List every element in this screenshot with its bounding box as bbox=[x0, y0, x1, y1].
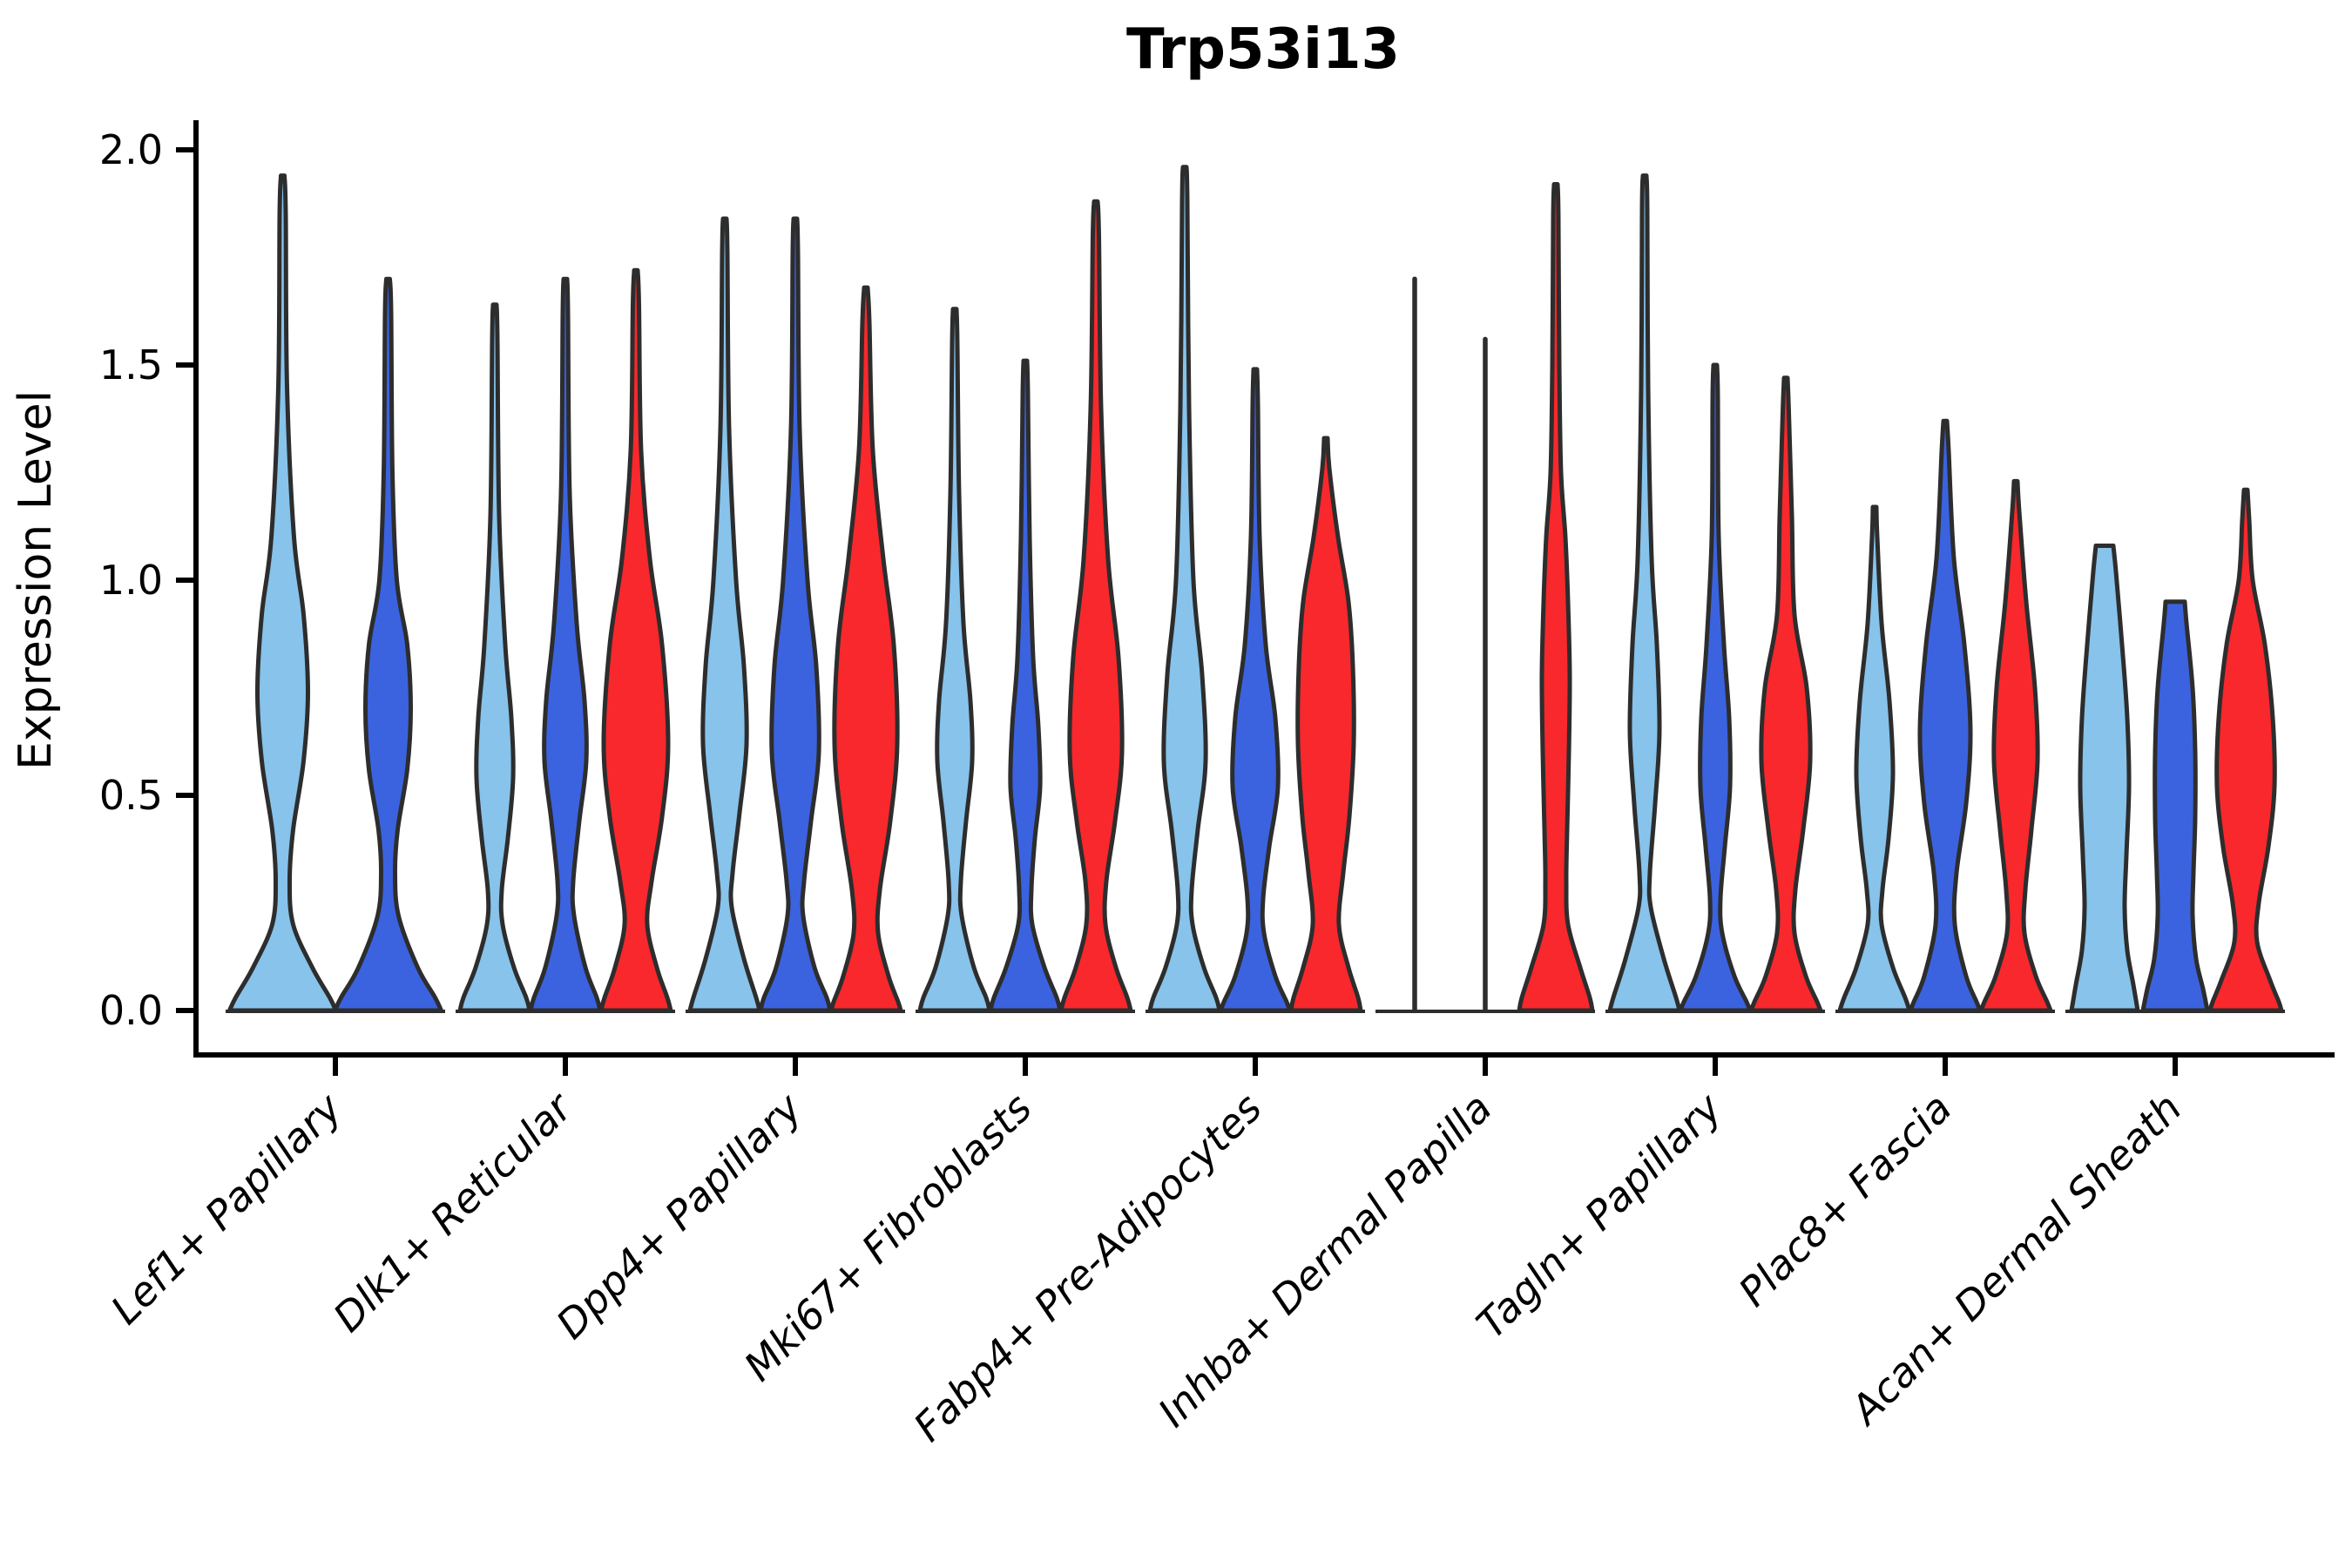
violin-dpp4-papillary-red bbox=[828, 285, 903, 1013]
y-axis-label: Expression Level bbox=[10, 390, 62, 770]
violin-dlk1-reticular-light-blue bbox=[457, 302, 532, 1013]
violin-tagln-papillary-dark-blue bbox=[1678, 362, 1753, 1013]
violin-plac8-fascia-dark-blue bbox=[1908, 418, 1983, 1013]
violin-fabp4-pre-adipocytes-dark-blue bbox=[1218, 367, 1293, 1013]
violin-acan-dermal-sheath-dark-blue bbox=[2140, 599, 2210, 1013]
violin-acan-dermal-sheath-light-blue bbox=[2069, 544, 2140, 1013]
violin-fabp4-pre-adipocytes-light-blue bbox=[1147, 165, 1222, 1013]
violin-lef1-papillary-light-blue bbox=[227, 173, 338, 1013]
violin-dpp4-papillary-dark-blue bbox=[758, 216, 833, 1013]
violin-mki67-fibroblasts-dark-blue bbox=[988, 358, 1063, 1013]
y-tick-label-0.0: 0.0 bbox=[99, 987, 163, 1034]
violin-plac8-fascia-red bbox=[1978, 478, 2053, 1013]
violin-dlk1-reticular-dark-blue bbox=[528, 276, 603, 1013]
x-tick-label-7: Plac8+ Fascia bbox=[1729, 1085, 1960, 1315]
violin-tagln-papillary-light-blue bbox=[1607, 173, 1682, 1013]
x-tick-label-0: Lef1+ Papillary bbox=[102, 1084, 351, 1333]
x-tick-label-2: Dpp4+ Papillary bbox=[547, 1084, 811, 1348]
violin-lef1-papillary-dark-blue bbox=[333, 276, 443, 1013]
violin-mki67-fibroblasts-light-blue bbox=[917, 307, 992, 1013]
y-tick-label-0.5: 0.5 bbox=[99, 772, 163, 819]
violin-dpp4-papillary-light-blue bbox=[687, 216, 762, 1013]
violin-tagln-papillary-red bbox=[1748, 375, 1823, 1013]
y-tick-label-1.5: 1.5 bbox=[99, 341, 163, 389]
violins bbox=[227, 165, 2284, 1013]
x-tick-label-6: Tagln+ Papillary bbox=[1467, 1084, 1731, 1348]
violin-plac8-fascia-light-blue bbox=[1837, 504, 1912, 1013]
violin-mki67-fibroblasts-red bbox=[1058, 199, 1133, 1013]
violin-dlk1-reticular-red bbox=[598, 267, 673, 1013]
x-tick-label-1: Dlk1+ Reticular bbox=[324, 1082, 583, 1341]
violin-acan-dermal-sheath-red bbox=[2207, 487, 2284, 1013]
y-tick-label-1.0: 1.0 bbox=[99, 557, 163, 604]
violin-inhba-dermal-papilla-red bbox=[1517, 182, 1595, 1013]
chart-title: Trp53i13 bbox=[1126, 17, 1400, 82]
y-tick-label-2.0: 2.0 bbox=[99, 126, 163, 173]
violin-fabp4-pre-adipocytes-red bbox=[1288, 436, 1363, 1013]
